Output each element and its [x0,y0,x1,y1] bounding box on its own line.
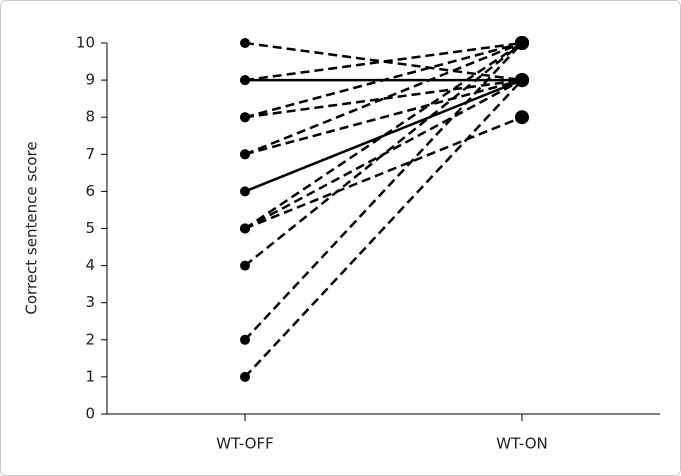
y-tick-label: 4 [85,256,95,274]
point [240,186,250,197]
point [515,73,529,88]
point [515,36,529,50]
series-line [244,42,523,267]
y-axis-label: Correct sentence score [23,141,41,314]
x-tick-label: WT-ON [496,435,547,453]
y-tick-label: 1 [85,367,95,385]
series-line [244,78,523,230]
series-line [244,41,523,119]
series-line [244,78,523,119]
y-tick-label: 5 [85,219,95,237]
y-tick-label: 8 [85,108,95,126]
point [240,260,250,271]
y-tick-label: 10 [76,34,95,52]
point [240,223,250,234]
series-line [244,41,523,82]
point [240,149,250,160]
point [240,334,250,345]
y-tick-label: 6 [85,182,95,200]
series-line [244,42,523,341]
x-tick-label: WT-OFF [216,435,274,453]
point [515,110,529,125]
y-tick-label: 0 [85,405,95,423]
series-line [244,41,523,82]
y-tick-label: 9 [85,71,95,89]
series-line [244,78,523,193]
point [240,112,250,123]
y-tick-label: 2 [85,330,95,348]
point [240,38,250,48]
point [240,371,250,382]
series-line [244,116,523,230]
point [240,75,250,86]
series-line [244,41,523,156]
series-line [244,79,523,378]
y-tick-label: 3 [85,293,95,311]
y-tick-label: 7 [85,145,95,163]
